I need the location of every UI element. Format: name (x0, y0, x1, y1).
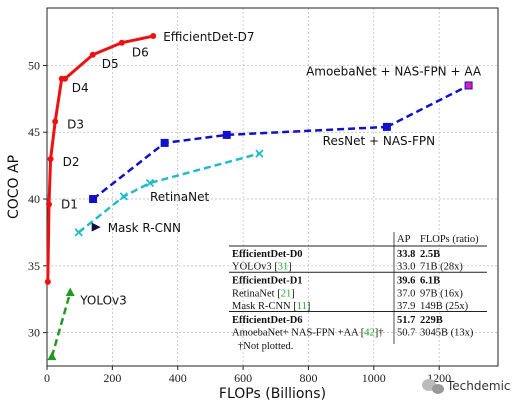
table-row-ap: 33.0 (397, 262, 415, 273)
series-line (50, 292, 72, 357)
table-row-ap: 39.6 (397, 276, 415, 287)
series-efficientdet-d7 (44, 33, 157, 285)
y-tick-label: 50 (28, 58, 40, 72)
data-point (255, 149, 264, 158)
y-tick-label: 40 (28, 192, 40, 206)
data-point (74, 228, 83, 237)
table-row-ap: 50.7 (397, 328, 415, 339)
series-label: AmoebaNet + NAS-FPN + AA (306, 64, 482, 78)
table-row-name: EfficientDet-D1 (232, 276, 303, 287)
table-row-name: YOLOv3 [31] (232, 262, 292, 273)
table-row-name: EfficientDet-D0 (232, 249, 303, 260)
data-point (118, 39, 125, 46)
series-layer (44, 33, 473, 361)
labels-layer: D1 D2 D3 D4 D5 D6 EfficientDet-D7 ResNet + NAS-… (61, 30, 482, 307)
plot-frame (46, 7, 499, 367)
y-tick-label: 45 (28, 125, 40, 139)
table-row-flops: 97B (16x) (420, 288, 463, 299)
table-row-ap: 37.0 (397, 288, 415, 299)
series-label: RetinaNet (150, 190, 210, 204)
point-label: D6 (132, 46, 149, 60)
data-point (222, 130, 231, 139)
table-row-flops: 2.5B (420, 249, 440, 260)
y-axis-title: COCO AP (6, 155, 22, 219)
data-point (150, 33, 157, 40)
data-point (47, 351, 57, 361)
point-label: D5 (102, 57, 119, 71)
table-row-flops: 3045B (13x) (420, 328, 474, 339)
x-axis-title: FLOPs (Billions) (219, 386, 326, 402)
y-tick-label: 35 (28, 259, 40, 273)
data-point (382, 122, 391, 131)
data-point (160, 138, 169, 147)
x-tick-label: 200 (103, 371, 121, 385)
series-label: ResNet + NAS-FPN (323, 134, 435, 148)
watermark-text: Techdemic (446, 379, 511, 393)
x-tick-label: 0 (44, 371, 50, 385)
data-point (45, 201, 52, 208)
table-row-name: EfficientDet-D6 (232, 315, 303, 326)
table-row-name: Mask R-CNN [11] (232, 301, 310, 312)
x-tick-label: 800 (299, 371, 317, 385)
data-point (464, 81, 473, 90)
data-point (47, 155, 54, 162)
data-point (89, 51, 96, 58)
point-label: D3 (67, 118, 84, 132)
data-point (145, 178, 155, 188)
table-row-flops: 71B (28x) (420, 262, 463, 273)
data-point (65, 287, 75, 297)
y-tick-label: 30 (28, 326, 40, 340)
point-label: D1 (61, 197, 78, 211)
series-amoebanet-nas-fpn-aa (386, 81, 473, 129)
series-label: EfficientDet-D7 (163, 30, 254, 44)
x-tick-label: 400 (169, 371, 187, 385)
x-tick-label: 1000 (362, 371, 386, 385)
series-mask-r-cnn (91, 222, 101, 232)
table-row-ap: 37.9 (397, 301, 415, 312)
series-yolov3 (47, 287, 75, 361)
table-row-flops: 149B (25x) (420, 301, 469, 312)
series-line (386, 84, 470, 129)
wechat-icon (422, 379, 444, 394)
x-tick-label: 600 (234, 371, 252, 385)
watermark: Techdemic (422, 379, 511, 394)
point-label: D4 (72, 81, 89, 95)
data-point (61, 75, 68, 82)
data-point (44, 278, 51, 285)
results-table: AP FLOPs (ratio) EfficientDet-D0 33.8 2.5B YO… (229, 232, 487, 352)
data-point (91, 222, 101, 232)
data-point (52, 118, 59, 125)
series-retinanet (74, 149, 264, 237)
table-row-flops: 229B (420, 315, 443, 326)
table-row-flops: 6.1B (420, 276, 440, 287)
data-point (119, 192, 128, 201)
data-point (89, 195, 98, 204)
table-row-name: RetinaNet [21] (232, 288, 295, 299)
table-row-ap: 51.7 (397, 315, 415, 326)
table-row-name: AmoebaNet+ NAS-FPN +AA [42]† (232, 328, 384, 339)
series-line (92, 125, 387, 200)
series-label: YOLOv3 (79, 294, 127, 308)
table-row-ap: 33.8 (397, 249, 415, 260)
series-resnet-nas-fpn (89, 122, 391, 204)
table-header-flops: FLOPs (ratio) (420, 234, 479, 245)
series-line (77, 152, 260, 234)
table-header-ap: AP (397, 234, 411, 245)
table-footnote: †Not plotted. (238, 341, 293, 352)
point-label: D2 (63, 155, 80, 169)
series-label: Mask R-CNN (108, 221, 181, 235)
